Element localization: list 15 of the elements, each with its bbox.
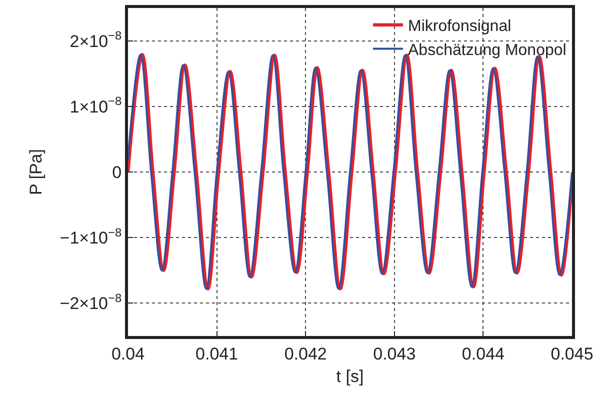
y-tick-label: −2×10$^{−8}$: [60, 291, 122, 314]
x-tick-label: 0.041: [196, 344, 238, 364]
x-tick-label: 0.044: [462, 344, 504, 364]
x-tick-label: 0.045: [550, 344, 594, 364]
y-tick-label: −1×10$^{−8}$: [60, 225, 122, 248]
legend-label: Abschätzung Monopol: [408, 42, 566, 59]
y-axis-title: P [Pa]: [26, 149, 46, 195]
x-tick-label: 0.042: [284, 344, 327, 364]
legend-label: Mikrofonsignal: [408, 18, 512, 36]
y-tick-label: 0: [112, 162, 122, 182]
y-tick-label: 2×10$^{−8}$: [70, 28, 122, 51]
x-axis-title: t [s]: [336, 366, 364, 386]
x-tick-label: 0.04: [111, 344, 145, 364]
x-tick-label: 0.043: [373, 344, 416, 364]
y-tick-label: 1×10$^{−8}$: [70, 94, 122, 116]
